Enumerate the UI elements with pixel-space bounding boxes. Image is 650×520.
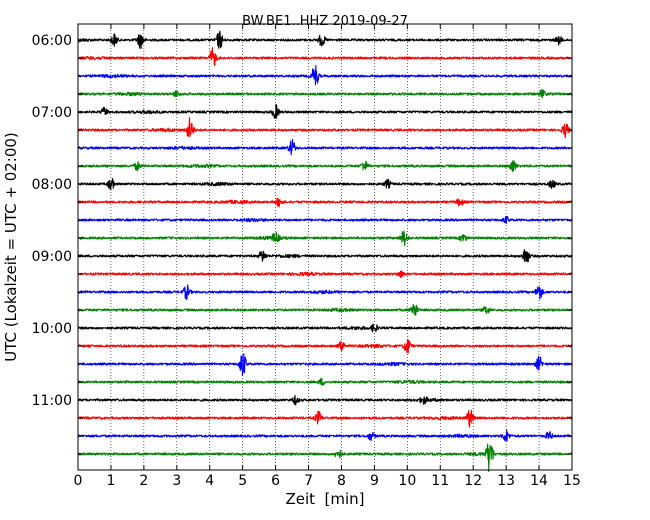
trace-0915 (77, 270, 573, 279)
trace-0945 (77, 303, 573, 316)
trace-1045 (77, 378, 573, 386)
trace-0845 (77, 230, 573, 247)
y-tick-label: 06:00 (32, 33, 72, 49)
x-tick-label: 13 (497, 473, 515, 489)
x-tick-label: 7 (304, 473, 313, 489)
plot-frame (77, 23, 573, 471)
y-tick-label: 09:00 (32, 249, 72, 265)
y-axis-label: UTC (Lokalzeit = UTC + 02:00) (2, 132, 20, 362)
trace-0930 (77, 284, 573, 301)
trace-1145 (77, 443, 573, 473)
trace-0700 (77, 103, 573, 119)
x-axis-ticks: 0 1 2 3 4 5 6 7 8 9 10 11 12 13 14 15 (74, 24, 581, 489)
x-tick-label: 6 (271, 473, 280, 489)
trace-1015 (77, 339, 573, 354)
chart-title: BW.BE1..HHZ 2019-09-27 (242, 14, 408, 29)
x-tick-label: 11 (431, 473, 449, 489)
x-tick-label: 5 (238, 473, 247, 489)
x-tick-label: 3 (172, 473, 181, 489)
trace-1000 (77, 323, 573, 333)
x-tick-label: 8 (337, 473, 346, 489)
trace-0900 (77, 249, 573, 263)
grid-lines (110, 24, 540, 470)
trace-0830 (77, 215, 573, 224)
traces (77, 30, 573, 473)
trace-0645 (77, 89, 573, 99)
x-tick-label: 15 (563, 473, 581, 489)
trace-0745 (77, 160, 573, 173)
y-tick-label: 11:00 (32, 393, 72, 409)
x-tick-label: 12 (464, 473, 482, 489)
trace-1115 (77, 409, 573, 428)
trace-0630 (77, 65, 573, 86)
y-tick-label: 10:00 (32, 321, 72, 337)
x-axis-label: Zeit [min] (285, 490, 364, 508)
trace-1030 (77, 353, 573, 377)
y-tick-label: 07:00 (32, 105, 72, 121)
trace-1100 (77, 394, 573, 406)
trace-0615 (77, 47, 573, 67)
y-axis-labels: 06:00 07:00 08:00 09:00 10:00 11:00 (32, 33, 572, 455)
trace-0815 (77, 197, 573, 208)
x-tick-label: 4 (205, 473, 214, 489)
x-tick-label: 2 (139, 473, 148, 489)
x-tick-label: 9 (370, 473, 379, 489)
y-tick-label: 08:00 (32, 177, 72, 193)
trace-0800 (77, 178, 573, 191)
trace-1130 (77, 429, 573, 442)
x-tick-label: 10 (398, 473, 416, 489)
x-tick-label: 0 (74, 473, 83, 489)
trace-0715 (77, 117, 573, 139)
x-tick-label: 14 (530, 473, 548, 489)
trace-0730 (77, 138, 573, 156)
x-tick-label: 1 (106, 473, 115, 489)
trace-0600 (77, 30, 573, 49)
